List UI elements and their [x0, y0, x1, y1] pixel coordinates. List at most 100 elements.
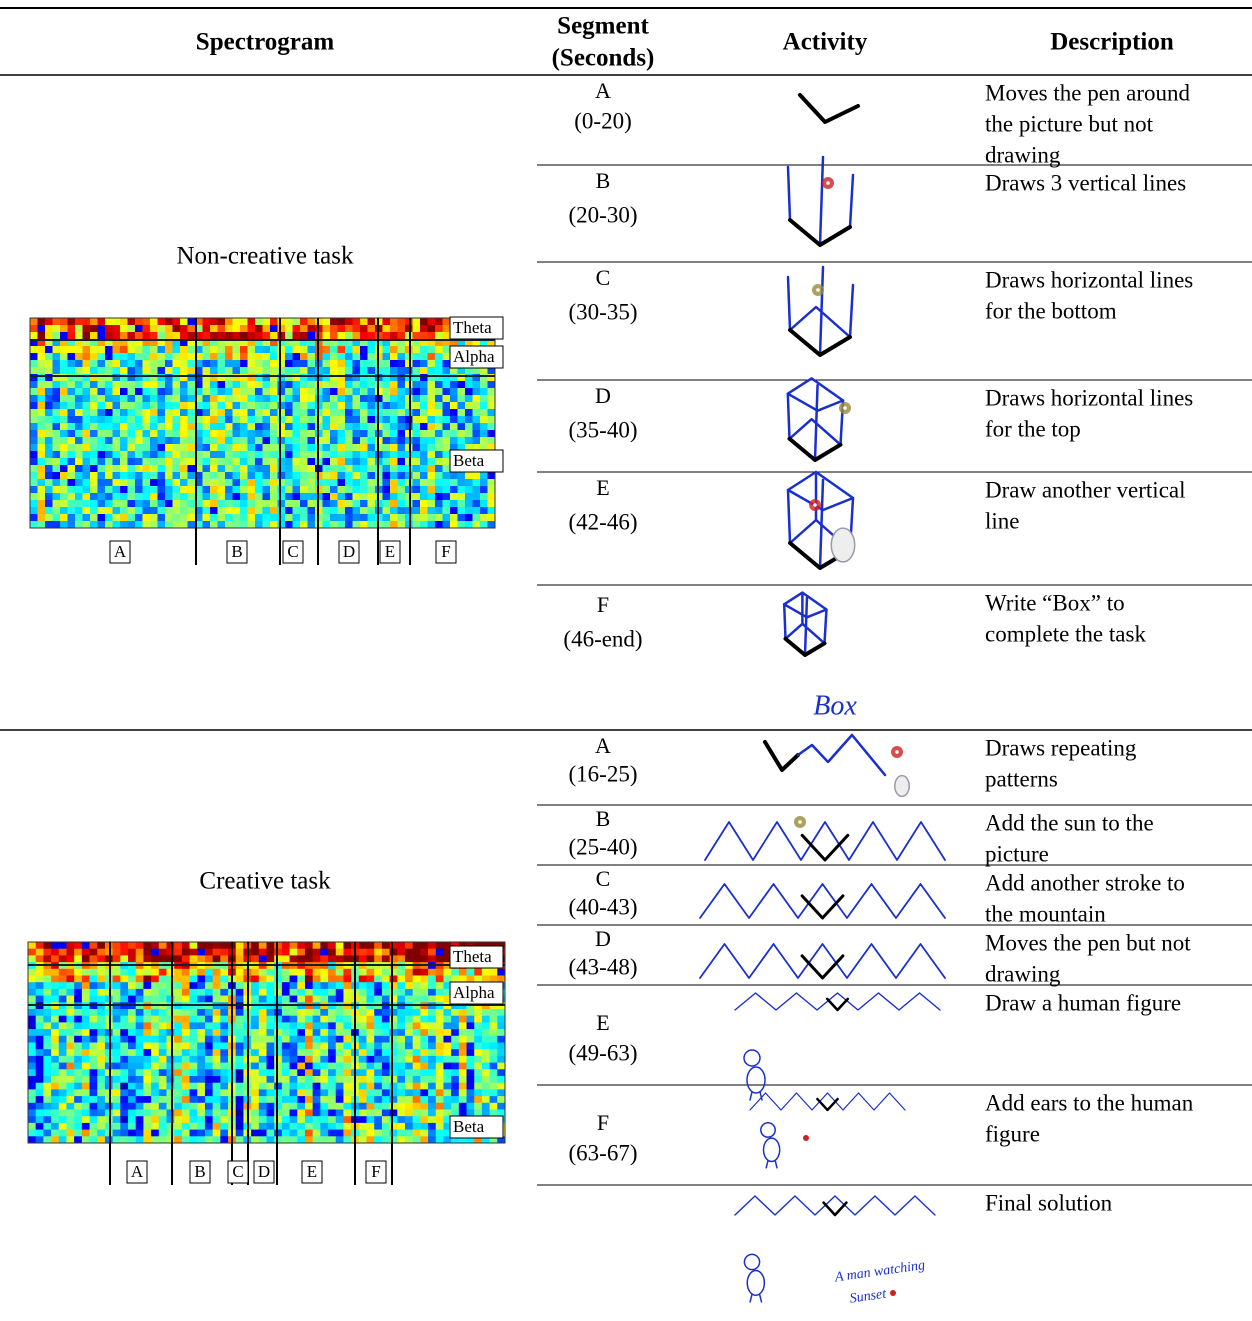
spectrogram-cell	[187, 423, 196, 431]
spectrogram-cell	[289, 1049, 298, 1057]
spectrogram-cell	[240, 409, 248, 417]
spectrogram-cell	[343, 1029, 352, 1037]
spectrogram-cell	[197, 995, 206, 1003]
spectrogram-cell	[420, 1136, 429, 1144]
spectrogram-cell	[143, 1102, 152, 1110]
band-label: Alpha	[453, 347, 495, 366]
spectrogram-cell	[320, 1136, 329, 1144]
spectrogram-cell	[358, 1076, 368, 1084]
spectrogram-cell	[289, 1136, 298, 1144]
spectrogram-cell	[128, 1096, 137, 1104]
spectrogram-cell	[367, 500, 376, 508]
spectrogram-cell	[43, 1029, 52, 1037]
spectrogram-cell	[30, 339, 38, 347]
spectrogram-cell	[420, 948, 429, 956]
spectrogram-cell	[374, 1109, 383, 1117]
spectrogram-cell	[60, 514, 68, 522]
spectrogram-cell	[240, 423, 248, 431]
spectrogram-cell	[292, 437, 301, 445]
spectrogram-cell	[420, 988, 429, 997]
spectrogram-cell	[322, 381, 331, 389]
spectrogram-cell	[382, 388, 391, 396]
spectrogram-cell	[97, 1049, 106, 1057]
spectrogram-cell	[466, 1089, 475, 1097]
spectrogram-cell	[58, 1035, 67, 1043]
spectrogram-cell	[420, 367, 428, 375]
spectrogram-cell	[390, 486, 398, 494]
spectrogram-cell	[127, 514, 136, 522]
spectrogram-cell	[367, 381, 376, 389]
spectrogram-cell	[343, 948, 352, 956]
spectrogram-cell	[105, 339, 113, 347]
spectrogram-cell	[172, 521, 181, 529]
spectrogram-cell	[212, 1082, 221, 1090]
spectrogram-cell	[255, 367, 263, 375]
spectrogram-cell	[412, 353, 421, 361]
spectrogram-cell	[450, 444, 458, 452]
spectrogram-cell	[457, 423, 466, 431]
spectrogram-cell	[74, 1102, 83, 1110]
spectrogram-cell	[300, 402, 308, 410]
spectrogram-cell	[37, 332, 46, 340]
spectrogram-cell	[204, 948, 214, 956]
spectrogram-cell	[247, 444, 256, 452]
spectrogram-cell	[112, 521, 121, 529]
spectrogram-cell	[285, 409, 293, 417]
spectrogram-cell	[247, 423, 256, 431]
band-label-box	[449, 981, 504, 1005]
spectrogram-cell	[281, 1029, 291, 1037]
spectrogram-cell	[166, 1136, 175, 1144]
spectrogram-cell	[427, 507, 436, 515]
spectrogram-cell	[120, 1082, 129, 1090]
spectrogram-cell	[232, 514, 241, 522]
spectrogram-cell	[420, 1049, 429, 1057]
spectrogram-cell	[360, 325, 368, 333]
spectrogram-cell	[158, 1069, 167, 1077]
spectrogram-cell	[202, 486, 211, 494]
spectrogram-cell	[255, 416, 263, 424]
spectrogram-cell	[232, 486, 241, 494]
spectrogram-cell	[435, 1102, 444, 1110]
spectrogram-cell	[307, 458, 316, 466]
spectrogram-cell	[489, 1096, 498, 1104]
spectrogram-cell	[297, 1102, 306, 1110]
spectrogram-cell	[292, 451, 301, 459]
spectrogram-cell	[404, 1076, 414, 1084]
spectrogram-cell	[81, 975, 91, 983]
spectrogram-cell	[97, 955, 106, 963]
spectrogram-cell	[330, 353, 338, 361]
spectrogram-cell	[300, 395, 308, 403]
spectrogram-cell	[465, 507, 473, 515]
spectrogram-cell	[235, 982, 244, 990]
spectrogram-cell	[397, 1029, 406, 1037]
spectrogram-cell	[466, 1035, 475, 1043]
spectrogram-cell	[428, 1136, 437, 1144]
spectrogram-cell	[450, 409, 458, 417]
spectrogram-cell	[135, 1029, 144, 1037]
spectrogram-cell	[202, 479, 211, 487]
spectrogram-cell	[189, 1055, 198, 1064]
spectrogram-cell	[420, 451, 428, 459]
spectrogram-cell	[28, 968, 37, 976]
spectrogram-cell	[382, 353, 391, 361]
spectrogram-cell	[120, 1042, 129, 1050]
spectrogram-cell	[105, 479, 113, 487]
spectrogram-cell	[427, 472, 436, 480]
spectrogram-cell	[420, 374, 428, 382]
spectrogram-cell	[82, 514, 91, 522]
spectrogram-cell	[465, 486, 473, 494]
spectrogram-cell	[465, 437, 473, 445]
spectrogram-cell	[255, 423, 263, 431]
spectrogram-cell	[180, 514, 188, 522]
spectrogram-cell	[420, 318, 428, 326]
spectrogram-cell	[481, 1055, 491, 1064]
spectrogram-cell	[180, 367, 188, 375]
spectrogram-cell	[30, 486, 38, 494]
spectrogram-cell	[174, 1089, 183, 1097]
spectrogram-cell	[150, 437, 158, 445]
spectrogram-cell	[374, 1089, 383, 1097]
spectrogram-cell	[366, 955, 375, 963]
spectrogram-cell	[307, 346, 316, 354]
spectrogram-cell	[82, 486, 91, 494]
spectrogram-cell	[66, 968, 75, 976]
